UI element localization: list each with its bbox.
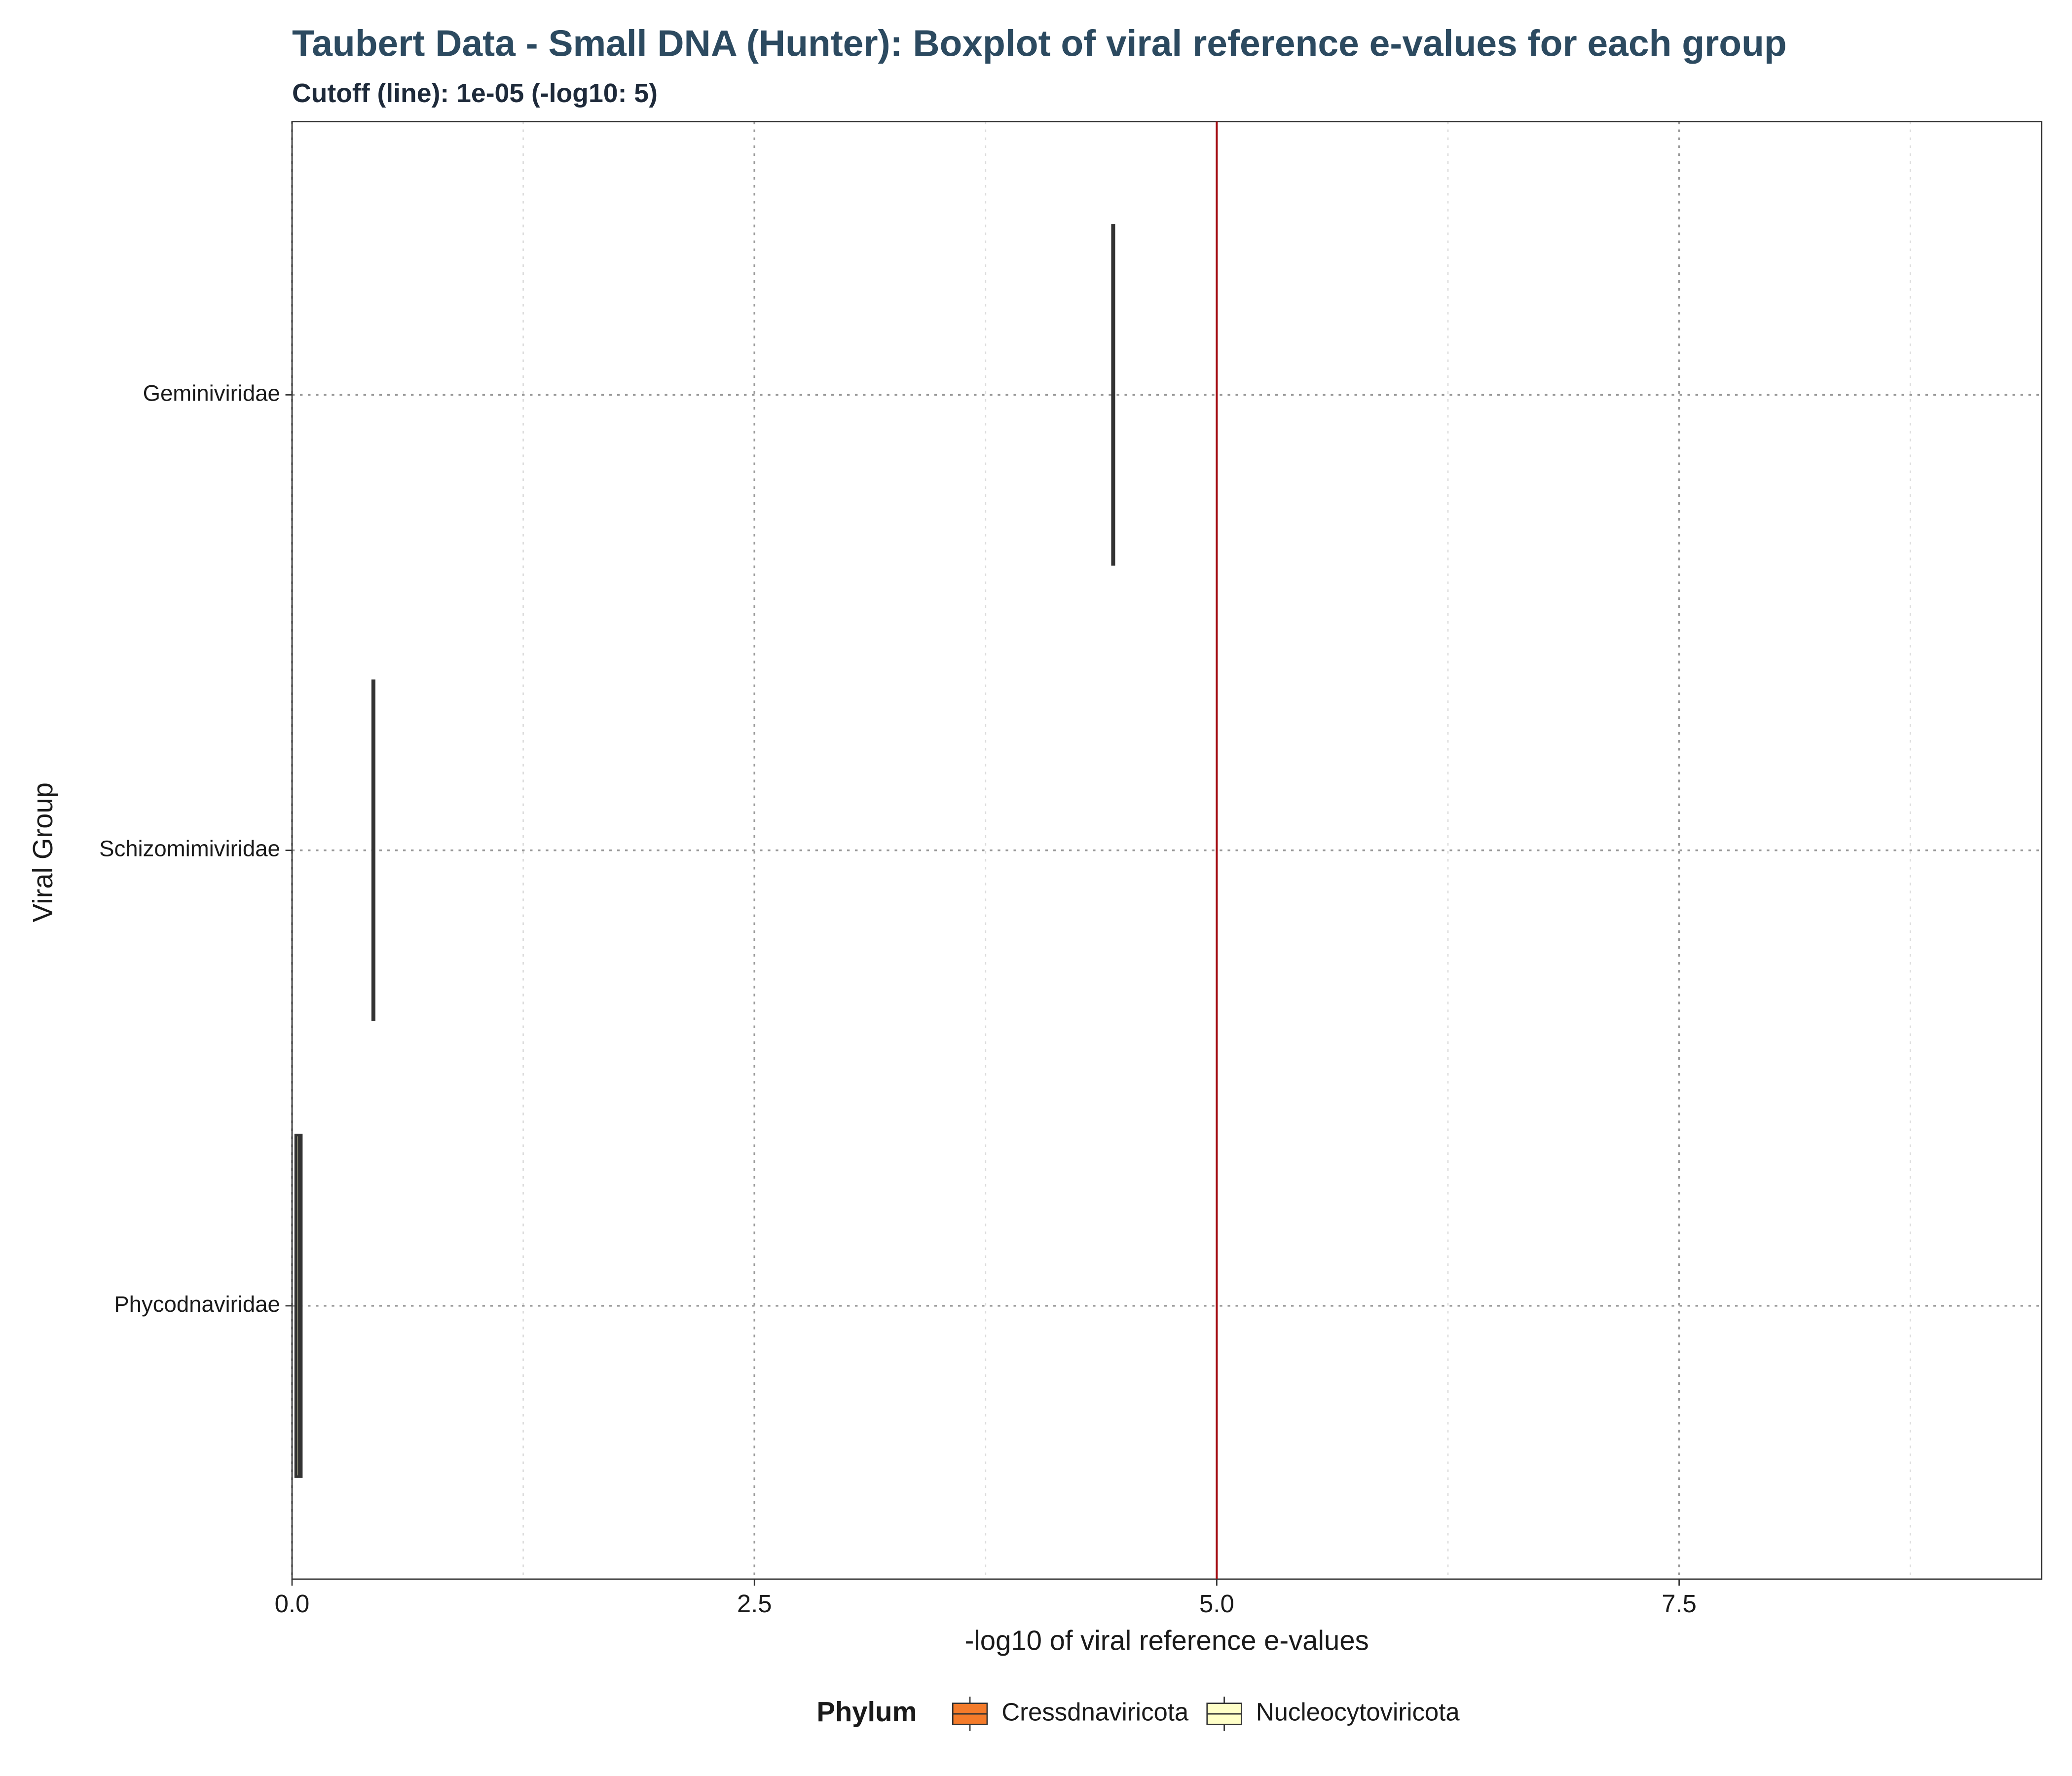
y-tick-label: Phycodnaviridae <box>114 1292 280 1317</box>
plot-border <box>291 121 2042 1580</box>
y-axis-label: Viral Group <box>27 782 58 922</box>
chart-title: Taubert Data - Small DNA (Hunter): Boxpl… <box>292 23 1787 64</box>
y-tick-label: Schizomimiviridae <box>99 836 280 861</box>
x-tick-label: 2.5 <box>737 1590 772 1618</box>
x-tick-label: 0.0 <box>275 1590 310 1618</box>
x-tick-label: 7.5 <box>1662 1590 1697 1618</box>
legend-label: Nucleocytoviricota <box>1256 1698 1460 1726</box>
x-axis-label: -log10 of viral reference e-values <box>965 1625 1369 1656</box>
x-tick-label: 5.0 <box>1199 1590 1234 1618</box>
legend-title: Phylum <box>816 1696 917 1727</box>
chart-subtitle: Cutoff (line): 1e-05 (-log10: 5) <box>292 79 658 108</box>
legend-label: Cressdnaviricota <box>1001 1698 1189 1726</box>
y-tick-label: Geminiviridae <box>143 380 280 406</box>
